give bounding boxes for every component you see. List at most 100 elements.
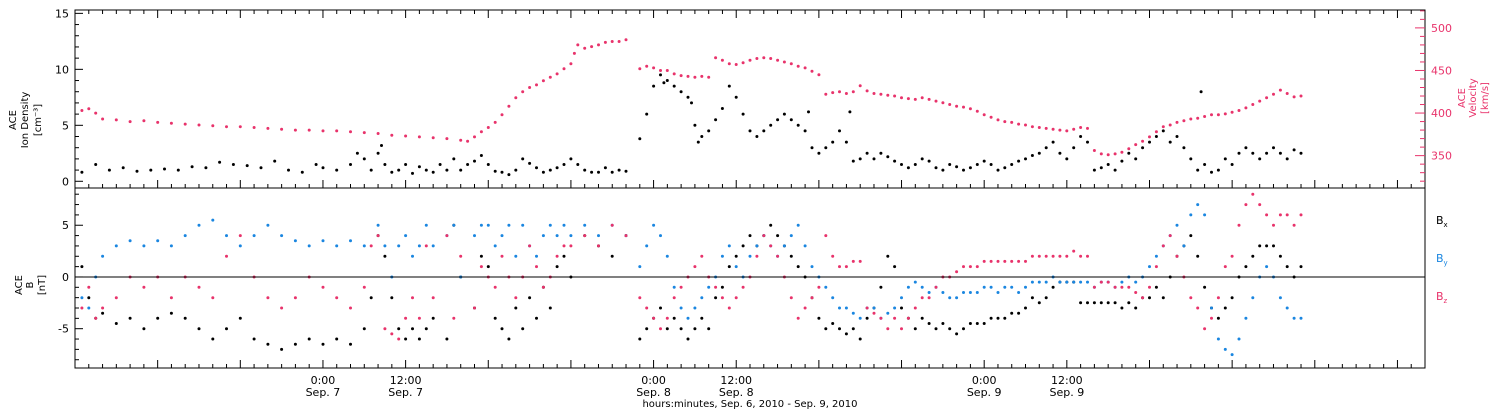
by-point-104 [982, 285, 986, 289]
density-point-93 [824, 146, 828, 150]
density-point-27 [390, 170, 394, 174]
by-point-42 [521, 223, 525, 227]
bx-point-84 [838, 327, 841, 331]
by-point-19 [321, 239, 325, 243]
velocity-point-149 [1285, 92, 1289, 95]
by-point-44 [535, 254, 538, 258]
by-point-9 [183, 234, 187, 238]
by-point-62 [693, 306, 697, 310]
bx-point-121 [1092, 301, 1096, 305]
by-point-100 [955, 296, 959, 300]
bz-point-94 [906, 316, 910, 320]
bx-point-12 [225, 327, 228, 331]
x-tick-date: Sep. 7 [388, 386, 423, 399]
by-point-12 [225, 234, 228, 238]
density-point-20 [349, 163, 352, 166]
density-point-0 [80, 170, 84, 174]
field-axis-label-line3: [nT] [37, 275, 48, 295]
velocity-point-75 [776, 58, 780, 62]
by-point-138 [1216, 337, 1220, 341]
bz-point-16 [280, 306, 284, 310]
density-point-57 [597, 170, 600, 174]
x-tick-date: Sep. 9 [1049, 386, 1084, 399]
velocity-point-54 [624, 38, 628, 42]
bx-point-101 [955, 332, 959, 336]
bx-point-39 [493, 316, 497, 320]
velocity-point-135 [1189, 117, 1193, 121]
density-point-39 [473, 159, 476, 163]
by-point-103 [975, 291, 979, 294]
by-point-101 [962, 291, 965, 294]
bz-point-2 [94, 316, 98, 320]
bx-point-63 [693, 327, 697, 331]
density-point-16 [300, 170, 304, 174]
velocity-point-2 [94, 111, 98, 115]
velocity-point-19 [321, 129, 325, 133]
velocity-point-60 [672, 72, 676, 76]
bz-point-78 [796, 316, 800, 320]
bx-point-58 [659, 306, 662, 310]
bz-point-11 [211, 296, 215, 300]
velocity-point-21 [349, 130, 352, 134]
velocity-point-143 [1244, 106, 1248, 110]
bz-point-8 [169, 296, 173, 300]
bz-point-139 [1216, 296, 1220, 300]
velocity-point-118 [1072, 127, 1076, 131]
bz-point-0 [80, 306, 84, 310]
density-point-131 [1079, 135, 1083, 138]
velocity-point-139 [1216, 113, 1220, 117]
bx-point-149 [1285, 265, 1289, 269]
bx-point-55 [638, 337, 642, 341]
bz-point-42 [514, 296, 518, 300]
x-tick-date: Sep. 9 [967, 386, 1002, 399]
velocity-axis-label-line3: [km/s] [1480, 82, 1491, 114]
by-point-6 [142, 244, 146, 248]
bx-point-114 [1044, 296, 1048, 300]
bx-point-48 [555, 265, 559, 269]
density-point-158 [1258, 157, 1262, 161]
velocity-point-129 [1148, 135, 1151, 139]
velocity-point-147 [1272, 92, 1275, 96]
velocity-point-73 [762, 56, 766, 60]
velocity-point-140 [1223, 112, 1227, 116]
bx-point-82 [824, 327, 828, 331]
by-point-8 [169, 244, 173, 248]
x-tick-time: 0:00 [641, 374, 666, 387]
velocity-point-123 [1106, 153, 1110, 157]
by-point-145 [1265, 265, 1269, 269]
density-point-76 [714, 118, 718, 122]
density-point-54 [576, 163, 580, 166]
bz-point-17 [293, 296, 297, 300]
bx-point-97 [927, 322, 931, 325]
density-point-5 [149, 168, 153, 172]
magnetic-field-panel: -5 0 5 ACE B [nT] Bx By Bz [14, 187, 1448, 369]
by-point-0 [80, 296, 84, 300]
bx-point-69 [734, 254, 738, 258]
density-point-48 [535, 166, 538, 170]
bx-point-22 [362, 327, 366, 331]
bz-point-80 [810, 296, 814, 300]
by-point-128 [1148, 265, 1151, 269]
field-tick-label: 5 [62, 219, 69, 232]
velocity-point-26 [417, 135, 421, 139]
by-point-24 [383, 244, 387, 248]
bx-point-125 [1120, 306, 1124, 310]
velocity-point-146 [1265, 96, 1269, 100]
by-point-124 [1120, 280, 1124, 284]
velocity-point-151 [1299, 94, 1303, 98]
density-point-151 [1210, 170, 1213, 174]
velocity-point-93 [900, 96, 903, 100]
velocity-point-142 [1237, 109, 1241, 112]
velocity-point-83 [831, 91, 835, 95]
density-point-125 [1037, 151, 1041, 155]
velocity-point-22 [362, 131, 366, 135]
bx-point-86 [851, 327, 855, 331]
bz-point-148 [1278, 213, 1282, 217]
density-point-18 [321, 166, 325, 170]
by-point-7 [156, 239, 160, 243]
bz-point-101 [955, 270, 959, 274]
bz-point-133 [1175, 254, 1179, 258]
bx-point-88 [865, 316, 869, 320]
by-point-33 [452, 223, 456, 227]
bz-point-6 [142, 285, 146, 289]
